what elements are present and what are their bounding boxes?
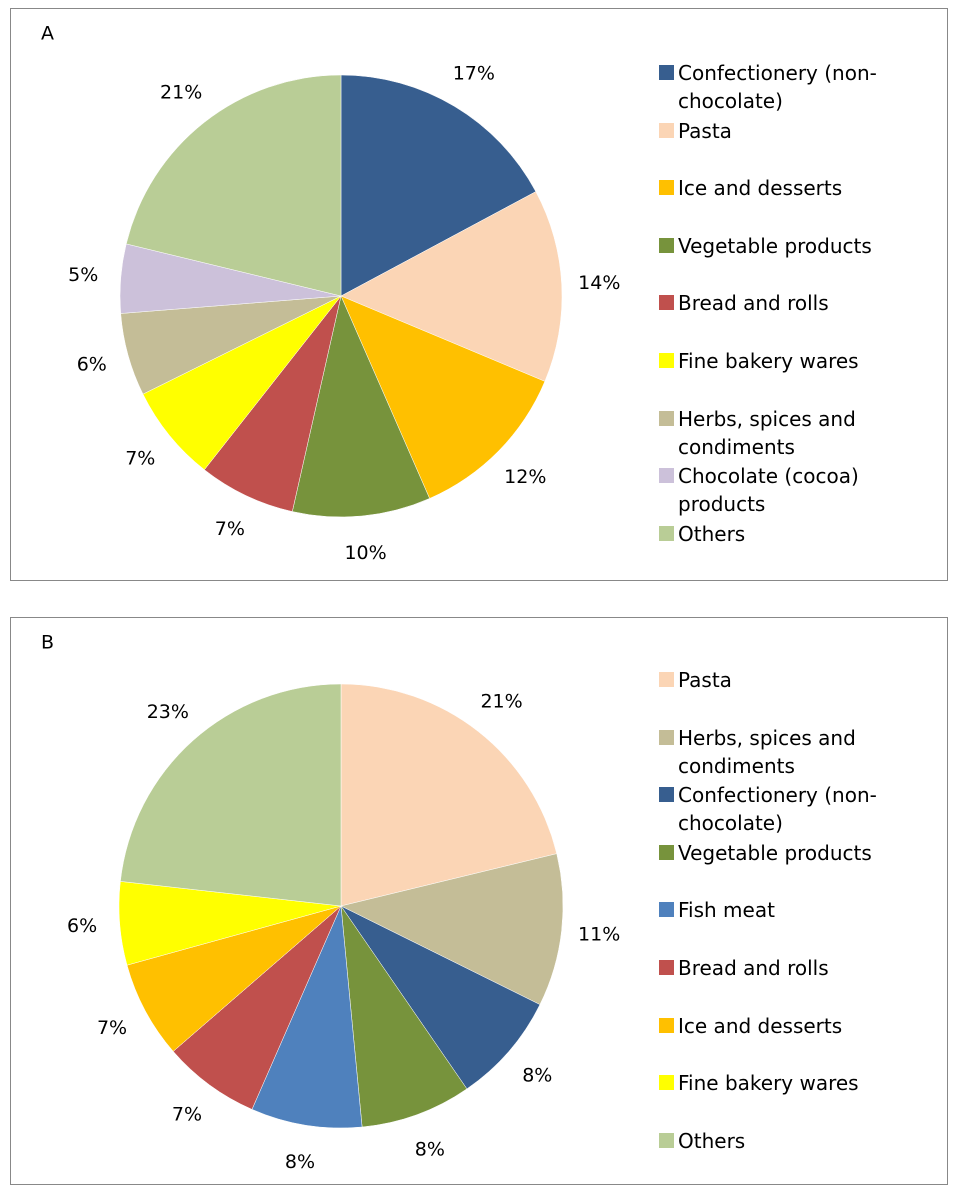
legend-entry: Fish meat [659,896,929,954]
pie-slice [292,295,430,518]
legend-swatch [659,1017,674,1033]
pie-slice [125,74,342,297]
legend-entry: Confectionery (non-chocolate) [659,59,929,117]
legend-label: Bread and rolls [678,955,829,980]
legend-label: Vegetable products [678,840,872,865]
pie-slice [251,905,363,1129]
legend-swatch [659,65,674,80]
legend-swatch [659,729,674,745]
legend-label: Vegetable products [678,233,872,258]
data-label: 8% [415,1139,445,1161]
legend-label: Pasta [678,668,732,692]
data-label: 8% [522,1065,552,1087]
legend-label: Bread and rolls [678,291,829,316]
legend-label: Chocolate (cocoa) products [678,464,859,517]
legend-swatch [659,352,674,368]
legend-entry: Pasta [659,666,929,724]
data-label: 7% [97,1017,127,1039]
legend-entry: Fine bakery wares [659,1069,929,1127]
legend-label: Ice and desserts [678,1013,843,1038]
legend-swatch [659,468,674,484]
pie-slice [120,683,342,907]
legend-entry: Pasta [659,117,929,175]
legend-entry: Others [659,520,929,578]
chart-panel: B 21% 11% 8% 8% 8% 7% 7% 6% 23% Pasta Herbs, spices… [10,617,948,1185]
legend-entry: Herbs, spices and condiments [659,724,929,782]
legend-entry: Fine bakery wares [659,347,929,405]
chart-panel: A 17% 14% 12% 10% 7% 7% 6% 5% 21% Confectionery (n… [10,8,948,581]
pie-slice [340,295,546,499]
legend-swatch [659,902,674,918]
legend: Confectionery (non-chocolate) Pasta Ice an… [659,59,929,577]
legend: Pasta Herbs, spices and condiments Confect… [659,666,929,1184]
legend-label: Herbs, spices and condiments [678,406,856,459]
pie-slice [340,905,468,1128]
pie-slice [340,191,563,382]
data-label: 17% [453,63,495,85]
legend-entry: Chocolate (cocoa) products [659,462,929,520]
legend-swatch [659,295,674,311]
data-label: 23% [147,701,189,723]
data-label: 11% [578,923,620,945]
data-label: 10% [344,542,386,564]
pie-chart: B 21% 11% 8% 8% 8% 7% 7% 6% 23% [41,632,620,1173]
panel-label: B [41,632,54,654]
legend-entry: Bread and rolls [659,954,929,1012]
data-label: 12% [504,466,546,488]
legend-swatch [659,1075,674,1091]
data-label: 7% [125,448,155,470]
legend-label: Fish meat [678,898,775,923]
legend-label: Others [678,521,746,546]
legend-swatch [659,959,674,975]
data-label: 7% [215,518,245,540]
legend-swatch [659,787,674,803]
legend-entry: Confectionery (non-chocolate) [659,781,929,839]
pie-slice [340,74,537,297]
legend-entry: Herbs, spices and condiments [659,405,929,463]
legend-label: Ice and desserts [678,176,843,201]
legend-entry: Others [659,1127,929,1185]
legend-swatch [659,410,674,426]
legend-swatch [659,844,674,860]
pie-slice [340,905,541,1090]
legend-swatch [659,180,674,196]
legend-swatch [659,672,674,687]
data-label: 7% [172,1104,202,1126]
panel-label: A [41,23,54,45]
data-label: 6% [77,353,107,375]
data-label: 14% [578,272,620,294]
legend-swatch [659,1132,674,1148]
legend-label: Confectionery (non-chocolate) [678,61,877,113]
legend-label: Herbs, spices and condiments [678,725,856,778]
legend-entry: Ice and desserts [659,1012,929,1070]
pie-slice [340,683,558,907]
data-label: 6% [67,915,97,937]
legend-label: Confectionery (non-chocolate) [678,783,877,836]
legend-label: Others [678,1128,746,1153]
pie-chart: A 17% 14% 12% 10% 7% 7% 6% 5% 21% [41,23,620,564]
data-label: 5% [68,264,98,286]
data-label: 8% [285,1151,315,1173]
pie-slice [340,853,564,1005]
legend-entry: Bread and rolls [659,289,929,347]
data-label: 21% [480,690,522,712]
legend-label: Fine bakery wares [678,348,859,373]
legend-entry: Ice and desserts [659,174,929,232]
legend-swatch [659,525,674,541]
legend-entry: Vegetable products [659,839,929,897]
legend-label: Fine bakery wares [678,1071,859,1096]
data-label: 21% [160,81,202,103]
legend-swatch [659,122,674,138]
legend-label: Pasta [678,118,732,143]
legend-swatch [659,237,674,253]
legend-entry: Vegetable products [659,232,929,290]
